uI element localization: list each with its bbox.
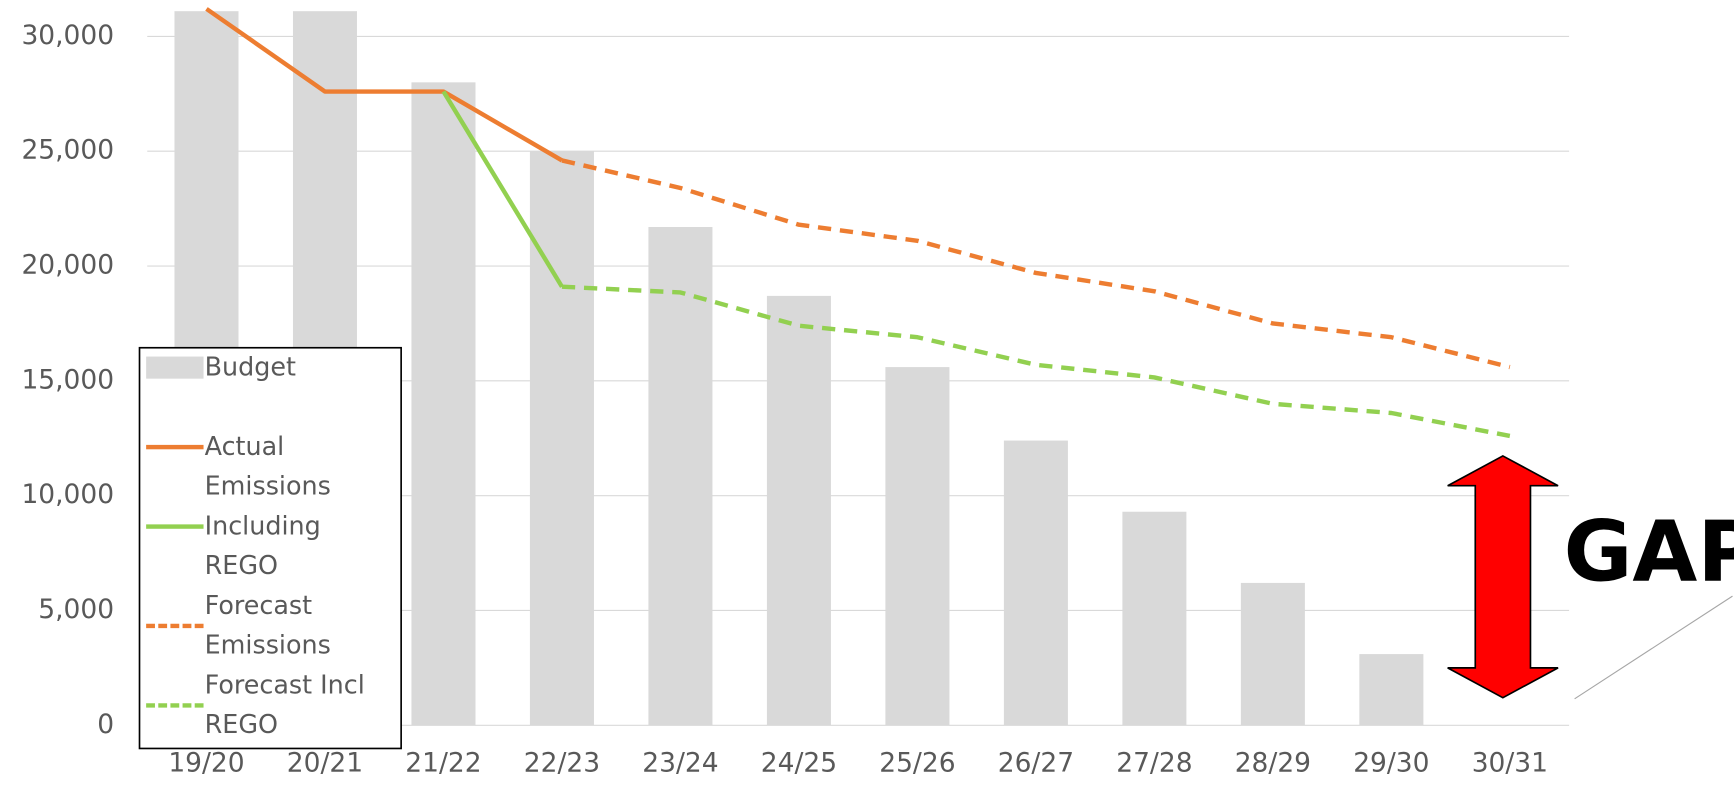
x-tick-label: 26/27 [998,747,1074,778]
bar [766,295,831,726]
bar [529,151,594,726]
legend-label: Forecast Emissions [204,591,331,661]
legend-label: Budget [204,353,296,382]
x-tick-label: 23/24 [642,747,718,778]
legend-entry: Forecast Incl REGO [145,666,401,745]
line-series [441,90,564,288]
bar [1003,440,1068,726]
legend: Budget Actual Emissions Including REGO Fore… [145,348,401,745]
y-tick-label: 10,000 [21,479,114,510]
y-tick-label: 30,000 [21,20,114,51]
x-tick-label: 27/28 [1116,747,1192,778]
legend-box [138,346,402,750]
legend-label: Emissions Including REGO [204,472,331,581]
x-tick-label: 19/20 [168,747,244,778]
bar [648,227,713,726]
legend-label: Actual [204,432,285,462]
legend-entry: Emissions Including REGO [145,467,401,586]
legend-marker [146,356,204,379]
line-series [561,158,1511,370]
pointer-line [1574,595,1733,700]
bar [1359,654,1424,726]
legend-marker [146,524,204,529]
x-tick-label: 25/26 [879,747,955,778]
legend-marker [146,703,204,708]
x-tick-label: 29/30 [1353,747,1429,778]
bar [885,367,950,726]
bar [411,82,476,726]
legend-items: Budget Actual Emissions Including REGO Fore… [145,348,401,745]
y-tick-label: 20,000 [21,250,114,281]
legend-swatch [145,356,205,379]
lines [205,7,1511,439]
y-tick-label: 5,000 [38,594,114,625]
line-series [205,7,564,163]
x-tick-label: 20/21 [287,747,363,778]
legend-marker [146,444,204,450]
gap-label: GAP [1564,502,1734,600]
legend-swatch [145,444,205,450]
legend-swatch [145,524,205,529]
legend-entry: Actual [145,427,401,467]
y-tick-label: 25,000 [21,135,114,166]
bar [1122,511,1187,726]
bar [1240,582,1305,726]
legend-swatch [145,703,205,708]
legend-label: Forecast Incl REGO [204,671,365,740]
gap-arrow [1447,454,1559,699]
legend-entry: Forecast Emissions [145,586,401,665]
legend-marker [146,623,204,629]
y-tick-label: 0 [97,709,114,740]
x-tick-label: 30/31 [1472,747,1548,778]
x-tick-label: 21/22 [405,747,481,778]
x-tick-label: 28/29 [1235,747,1311,778]
line-series [561,284,1511,439]
legend-swatch [145,623,205,629]
legend-entry: Budget [145,348,401,388]
y-tick-label: 15,000 [21,364,114,395]
x-tick-label: 24/25 [761,747,837,778]
x-tick-label: 22/23 [524,747,600,778]
